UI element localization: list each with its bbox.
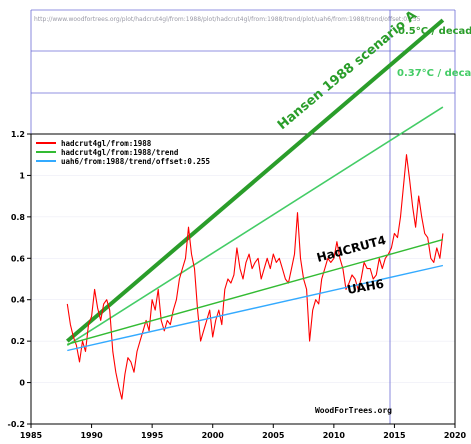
x-tick-label: 2015	[383, 431, 406, 440]
hadcrut-trend-line	[67, 238, 444, 345]
y-tick-label: 1.2	[11, 130, 25, 139]
x-tick-label: 2020	[444, 431, 467, 440]
legend-label: hadcrut4gl/from:1988/trend	[61, 148, 178, 157]
legend-label: uah6/from:1988/trend/offset:0.255	[61, 157, 210, 166]
y-tick-label: 0	[19, 379, 25, 388]
hansen-037-line	[66, 106, 444, 346]
y-tick-label: 0.4	[11, 296, 26, 305]
x-tick-labels: 1985 1990 1995 2000 2005 2010 2015 2020	[20, 431, 467, 440]
source-url: http://www.woodfortrees.org/plot/hadcrut…	[34, 16, 421, 23]
legend: hadcrut4gl/from:1988hadcrut4gl/from:1988…	[36, 139, 210, 166]
y-tick-label: 0.6	[11, 254, 26, 263]
hadcrut-line	[66, 154, 444, 400]
x-tick-label: 2010	[323, 431, 346, 440]
x-tick-label: 1990	[80, 431, 103, 440]
hansen-scenario-a-line	[66, 18, 445, 343]
axis-ticks	[27, 133, 456, 428]
uah-annotation: UAH6	[346, 277, 385, 297]
extension-gridlines	[30, 9, 456, 134]
rate-low-annotation: 0.37°C / decade	[397, 68, 471, 79]
hadcrut-annotation: HadCRUT4	[315, 233, 387, 265]
x-tick-label: 2005	[262, 431, 285, 440]
plot-frame	[30, 133, 456, 425]
x-tick-label: 1995	[141, 431, 164, 440]
y-tick-label: 0.8	[11, 213, 26, 222]
x-tick-label: 1985	[20, 431, 43, 440]
y-tick-label: -0.2	[8, 420, 26, 429]
uah-trend-line	[67, 264, 444, 352]
y-tick-label: 0.2	[11, 337, 25, 346]
watermark: WoodForTrees.org	[315, 406, 392, 415]
y-tick-label: 1	[19, 171, 25, 180]
legend-label: hadcrut4gl/from:1988	[61, 139, 152, 148]
rate-high-annotation: 0.5°C / decade	[398, 26, 471, 37]
x-tick-label: 2000	[202, 431, 225, 440]
series-layer	[66, 18, 445, 400]
y-tick-labels: -0.2 0 0.2 0.4 0.6 0.8 1 1.2	[8, 130, 26, 429]
